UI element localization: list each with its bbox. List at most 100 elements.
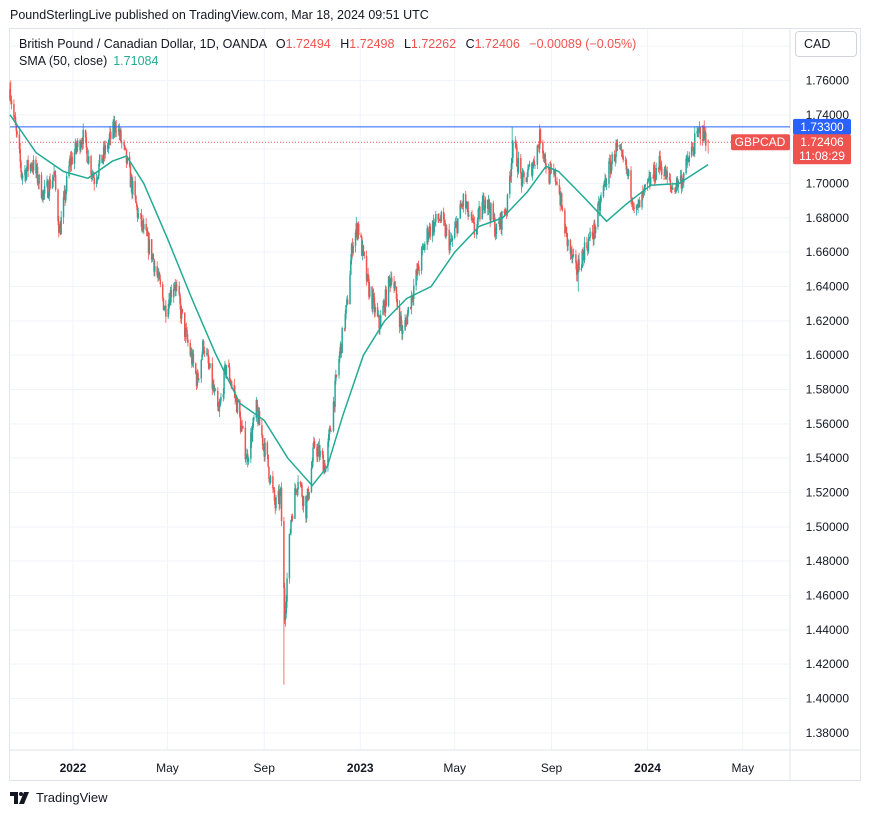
candle (697, 126, 700, 138)
price-tick-label: 1.66000 (806, 245, 850, 259)
candle-body (620, 148, 622, 150)
candle (622, 149, 624, 163)
candle-body (456, 221, 458, 233)
candle (534, 164, 536, 169)
candle-body (594, 223, 596, 234)
candle-body (27, 160, 29, 171)
candle-body (616, 144, 619, 147)
candle (399, 312, 402, 331)
candle-body (494, 234, 497, 237)
candle (272, 471, 274, 494)
candle-body (319, 450, 321, 458)
candle-body (211, 363, 214, 389)
candle-body (544, 154, 546, 164)
candle-body (378, 315, 380, 329)
candle (268, 466, 270, 483)
candle (490, 202, 492, 224)
candle-body (32, 166, 34, 171)
candle (346, 295, 349, 305)
candle (184, 323, 187, 343)
candle (246, 448, 248, 459)
candle-body (21, 175, 24, 179)
candle-body (462, 194, 465, 207)
candle (687, 157, 690, 163)
candle (566, 232, 569, 252)
candle (228, 362, 231, 383)
candle-body (346, 299, 348, 306)
candle-body (597, 201, 600, 204)
candle-body (523, 172, 525, 178)
candle-body (533, 160, 535, 166)
candle (222, 388, 225, 402)
candle-body (178, 286, 180, 295)
candle (572, 248, 575, 257)
candle (21, 173, 24, 185)
candle-body (668, 177, 671, 180)
candle-body (385, 289, 387, 306)
candle-body (132, 181, 134, 195)
candle (664, 164, 667, 180)
candle-body (549, 167, 551, 184)
candle-body (240, 426, 243, 432)
candle (355, 216, 358, 239)
candle (302, 495, 305, 513)
candle-body (253, 418, 255, 419)
candle-body (648, 176, 650, 179)
candle (577, 255, 580, 292)
candle-body (357, 223, 360, 235)
candle-body (135, 203, 138, 207)
candle (464, 190, 467, 215)
candle (185, 322, 188, 332)
resistance-price-label-bg (793, 118, 851, 135)
candle-body (344, 313, 347, 329)
candle (459, 200, 461, 220)
candle-body (291, 516, 293, 521)
candle-body (543, 154, 546, 158)
candle-body (493, 217, 495, 220)
candle-body (499, 213, 502, 228)
candle (352, 241, 354, 256)
tradingview-logo[interactable]: TradingView (10, 790, 108, 805)
candle (492, 200, 495, 222)
candle-body (478, 206, 480, 210)
candle (81, 137, 84, 150)
candle-body (438, 219, 440, 221)
candle (148, 232, 151, 256)
candle-body (84, 129, 87, 138)
currency-button[interactable]: CAD (795, 31, 857, 57)
candle-body (498, 222, 501, 228)
candle (495, 223, 498, 240)
candle (693, 147, 695, 156)
candle-body (555, 181, 557, 183)
candle-body (58, 227, 61, 233)
candle (600, 192, 602, 204)
candle-body (490, 203, 492, 221)
candle (686, 154, 688, 166)
candle (692, 142, 694, 157)
candle-body (442, 211, 445, 220)
candle (638, 199, 640, 209)
candle-body (361, 245, 364, 256)
candle-body (289, 533, 291, 535)
candle (366, 273, 369, 282)
candle-body (223, 369, 225, 395)
candle (206, 348, 209, 356)
candle-body (368, 278, 370, 297)
candle (350, 254, 352, 276)
candle-body (73, 152, 76, 164)
candle (528, 160, 531, 167)
candle (583, 236, 586, 264)
candle-body (272, 476, 274, 489)
candle (74, 138, 77, 154)
candle (135, 201, 138, 211)
candle-body (431, 220, 434, 237)
candle-body (597, 203, 599, 227)
candle-body (228, 365, 230, 368)
candle (565, 226, 568, 238)
candle (335, 374, 338, 378)
price-tick-label: 1.46000 (806, 589, 850, 603)
candle-body (134, 181, 136, 196)
candle-body (256, 400, 258, 411)
candle (690, 141, 693, 158)
